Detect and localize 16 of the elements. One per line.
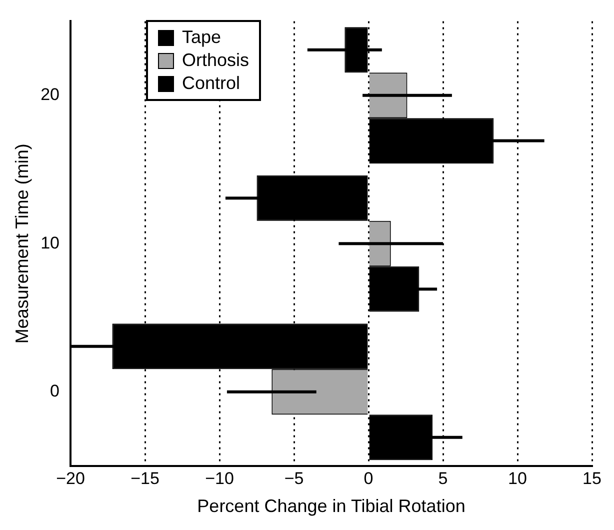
y-tick-label: 0 <box>50 382 60 401</box>
x-tick-label: 5 <box>438 468 448 488</box>
x-tick-label: −10 <box>205 468 234 488</box>
y-tick-label: 20 <box>40 85 60 104</box>
x-tick-label: 0 <box>364 468 374 488</box>
y-tick-label: 10 <box>40 233 60 252</box>
x-axis-title: Percent Change in Tibial Rotation <box>197 496 466 516</box>
x-tick-label: 15 <box>582 468 602 488</box>
legend-label: Orthosis <box>182 49 250 72</box>
x-tick-label: −20 <box>56 468 85 488</box>
x-tick-label: −15 <box>130 468 160 488</box>
x-tick-label: −5 <box>284 468 304 488</box>
y-axis-title: Measurement Time (min) <box>12 144 32 344</box>
legend-label: Tape <box>182 26 222 49</box>
legend-label: Control <box>182 72 240 95</box>
x-tick-label: 10 <box>508 468 527 488</box>
